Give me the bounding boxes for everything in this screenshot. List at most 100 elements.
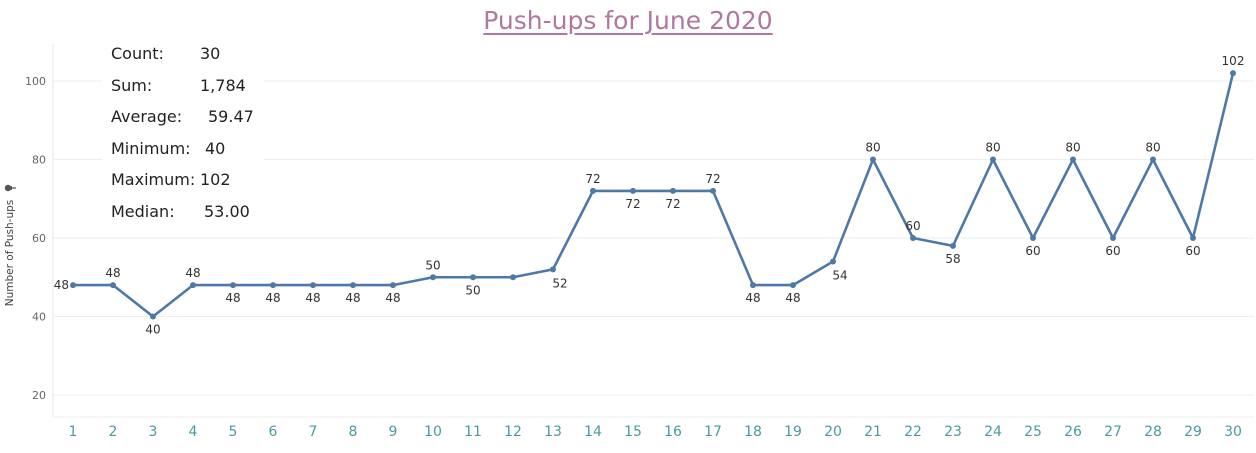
y-axis-title-group[interactable]: Number of Push-ups (4, 184, 16, 306)
data-point[interactable] (150, 313, 156, 320)
x-tick-label: 6 (269, 424, 278, 440)
data-label: 48 (265, 291, 280, 305)
data-label: 52 (552, 276, 567, 290)
stat-value: 59.47 (208, 107, 254, 126)
data-label: 48 (305, 291, 320, 305)
data-point[interactable] (1190, 235, 1196, 241)
stat-count: Count: 30 (111, 44, 220, 63)
data-point[interactable] (190, 282, 196, 289)
data-label: 48 (345, 291, 360, 305)
data-point[interactable] (510, 274, 516, 281)
data-point[interactable] (230, 282, 236, 289)
stat-label: Minimum: (111, 139, 191, 158)
x-tick-label: 30 (1224, 424, 1242, 440)
data-point[interactable] (870, 156, 876, 163)
x-tick-label: 21 (864, 424, 882, 440)
x-tick-label: 12 (504, 424, 522, 440)
data-point[interactable] (1030, 235, 1036, 241)
stat-label: Count: (111, 44, 164, 63)
data-point[interactable] (630, 187, 636, 194)
stat-value: 30 (200, 44, 221, 63)
x-tick-label: 3 (149, 424, 158, 440)
data-point[interactable] (550, 266, 556, 273)
data-point[interactable] (910, 235, 916, 241)
summary-stats-panel: Count: 30 Sum: 1,784 Average: 59.47 Mini… (102, 42, 264, 228)
data-point[interactable] (830, 258, 836, 265)
data-label: 48 (54, 278, 69, 292)
data-point[interactable] (110, 282, 116, 289)
stat-median: Median: 53.00 (111, 202, 250, 221)
data-point[interactable] (710, 187, 716, 194)
data-label: 48 (105, 266, 120, 280)
data-label: 80 (985, 141, 1000, 155)
stat-label: Sum: (111, 76, 153, 95)
x-tick-label: 24 (984, 424, 1002, 440)
data-point[interactable] (1070, 156, 1076, 163)
stat-value: 40 (205, 139, 226, 158)
x-tick-label: 4 (189, 424, 198, 440)
x-tick-label: 11 (464, 424, 482, 440)
x-tick-label: 1 (69, 424, 78, 440)
data-label: 60 (1025, 244, 1040, 258)
data-label: 54 (832, 269, 847, 283)
data-label: 80 (865, 141, 880, 155)
data-point[interactable] (990, 156, 996, 163)
data-label: 50 (465, 283, 480, 297)
x-tick-label: 20 (824, 424, 842, 440)
data-label: 48 (745, 291, 760, 305)
stat-value: 1,784 (200, 76, 246, 95)
data-point[interactable] (1230, 70, 1236, 77)
data-label: 72 (705, 172, 720, 186)
x-tick-label: 15 (624, 424, 642, 440)
pin-icon[interactable] (4, 184, 16, 192)
stat-value: 53.00 (204, 202, 250, 221)
data-point[interactable] (390, 282, 396, 289)
x-tick-label: 23 (944, 424, 962, 440)
data-point[interactable] (310, 282, 316, 289)
y-axis-title: Number of Push-ups (4, 200, 16, 306)
data-points (70, 70, 1236, 320)
data-point[interactable] (70, 282, 76, 289)
y-axis-ticks: 20 40 60 80 100 (25, 75, 46, 402)
x-tick-label: 8 (349, 424, 358, 440)
data-label: 48 (785, 291, 800, 305)
data-point[interactable] (1110, 235, 1116, 241)
stat-sum: Sum: 1,784 (111, 76, 246, 95)
y-tick-label: 80 (32, 154, 46, 167)
data-point[interactable] (470, 274, 476, 281)
data-point[interactable] (430, 274, 436, 281)
data-point[interactable] (670, 187, 676, 194)
data-point[interactable] (950, 242, 956, 249)
data-point[interactable] (350, 282, 356, 289)
x-tick-label: 25 (1024, 424, 1042, 440)
x-tick-label: 16 (664, 424, 682, 440)
stat-label: Average: (111, 107, 183, 126)
data-label: 60 (905, 219, 920, 233)
data-point[interactable] (590, 187, 596, 194)
data-label: 58 (945, 252, 960, 266)
x-tick-label: 26 (1064, 424, 1082, 440)
stat-average: Average: 59.47 (111, 107, 254, 126)
stat-label: Maximum: (111, 170, 196, 189)
x-tick-label: 28 (1144, 424, 1162, 440)
x-tick-label: 14 (584, 424, 602, 440)
data-point[interactable] (750, 282, 756, 289)
data-point[interactable] (270, 282, 276, 289)
x-tick-label: 29 (1184, 424, 1202, 440)
data-labels: 48 48 40 48 48 48 48 48 48 50 50 52 72 72 72 72 48 48 54 80… (54, 54, 1245, 336)
data-label: 102 (1222, 54, 1245, 68)
y-tick-label: 40 (32, 311, 46, 324)
x-tick-label: 2 (109, 424, 118, 440)
data-label: 48 (225, 291, 240, 305)
stat-maximum: Maximum: 102 (111, 170, 231, 189)
y-tick-label: 60 (32, 232, 46, 245)
stat-label: Median: (111, 202, 175, 221)
data-point[interactable] (1150, 156, 1156, 163)
data-label: 80 (1145, 141, 1160, 155)
data-point[interactable] (790, 282, 796, 289)
stat-minimum: Minimum: 40 (111, 139, 225, 158)
x-axis-ticks: 1 2 3 4 5 6 7 8 9 10 11 12 13 14 15 16 17 18 19 20 21 22 23 24 2… (69, 424, 1242, 440)
grid-lines (52, 44, 1254, 418)
x-tick-label: 17 (704, 424, 722, 440)
x-tick-label: 7 (309, 424, 318, 440)
